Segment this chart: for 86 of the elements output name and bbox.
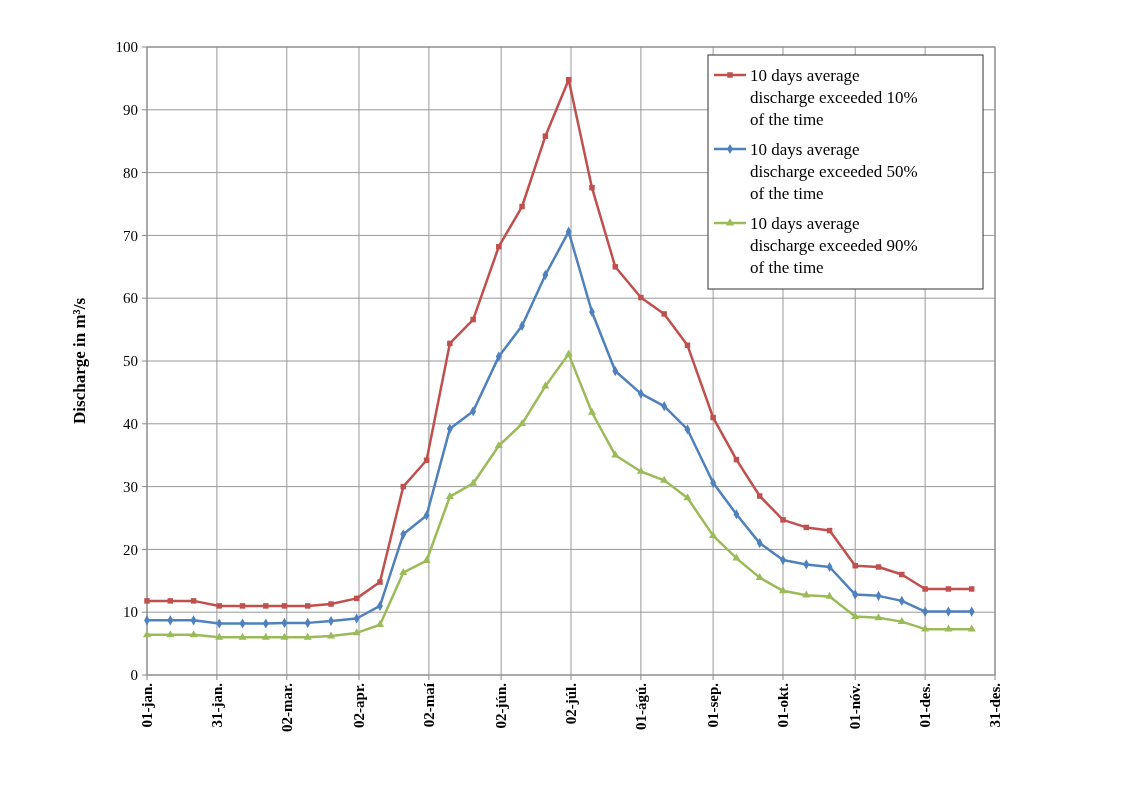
point xyxy=(732,553,741,561)
y-tick-label: 10 xyxy=(123,604,138,621)
legend-label: 10 days average discharge exceeded 50% of the time xyxy=(750,139,918,203)
point xyxy=(899,571,905,578)
point xyxy=(261,632,270,640)
y-axis-title: Discharge in m³/s xyxy=(70,297,89,424)
x-tick-label: 02-júl. xyxy=(563,682,580,725)
point xyxy=(587,407,596,415)
y-tick-label: 40 xyxy=(123,416,138,433)
point xyxy=(780,517,786,523)
point xyxy=(778,586,788,594)
point xyxy=(683,493,692,501)
x-tick-label: 31-des. xyxy=(987,682,1004,728)
point xyxy=(144,598,150,604)
y-tick-label: 90 xyxy=(123,102,138,119)
point xyxy=(280,632,289,640)
point xyxy=(469,478,478,486)
point xyxy=(638,294,644,301)
point xyxy=(802,590,811,598)
point xyxy=(945,586,952,592)
x-tick-label: 02-jún. xyxy=(493,682,510,729)
point xyxy=(142,630,152,638)
point xyxy=(660,475,669,483)
x-tick-label: 01-jan. xyxy=(139,682,156,728)
point xyxy=(825,591,834,599)
point xyxy=(239,603,246,609)
x-tick-label: 31-jan. xyxy=(209,682,226,728)
point xyxy=(542,133,549,139)
point xyxy=(303,632,312,640)
point xyxy=(215,632,224,640)
y-tick-label: 80 xyxy=(123,164,138,181)
point xyxy=(190,598,197,604)
y-tick-label: 100 xyxy=(115,39,138,56)
point xyxy=(756,493,763,499)
x-tick-label: 02-apr. xyxy=(351,682,368,728)
point xyxy=(352,628,361,636)
point xyxy=(755,573,764,580)
point xyxy=(305,603,311,609)
point xyxy=(494,441,503,449)
point xyxy=(238,632,247,640)
point xyxy=(470,316,476,323)
x-tick-label: 01-des. xyxy=(917,682,934,728)
point xyxy=(519,203,525,210)
point xyxy=(612,264,618,270)
point xyxy=(167,598,174,604)
point xyxy=(968,586,975,592)
point xyxy=(281,603,288,609)
y-tick-label: 30 xyxy=(123,478,138,495)
point xyxy=(710,414,716,421)
point xyxy=(922,586,928,592)
legend-label: 10 days average discharge exceeded 10% of the time xyxy=(750,65,918,129)
point xyxy=(189,630,198,638)
point xyxy=(709,530,718,538)
point xyxy=(852,562,858,569)
point xyxy=(496,243,502,250)
point xyxy=(589,184,595,191)
point xyxy=(518,419,527,427)
x-tick-label: 02-maí xyxy=(421,682,438,728)
point xyxy=(874,613,883,621)
x-tick-label: 01-okt. xyxy=(775,682,792,728)
point xyxy=(875,564,882,570)
x-tick-label: 02-mar. xyxy=(279,682,296,733)
point xyxy=(445,492,454,499)
point xyxy=(447,340,453,347)
y-tick-label: 0 xyxy=(130,667,138,684)
point xyxy=(897,616,906,624)
x-tick-label: 01-nóv. xyxy=(847,682,864,730)
point xyxy=(423,457,430,463)
y-tick-label: 70 xyxy=(123,227,138,244)
point xyxy=(851,611,860,619)
y-tick-label: 50 xyxy=(123,353,138,370)
y-tick-label: 60 xyxy=(123,290,138,307)
point xyxy=(263,603,269,609)
legend-label: 10 days average discharge exceeded 90% of the time xyxy=(750,213,918,277)
x-tick-label: 01-sep. xyxy=(705,682,722,728)
point xyxy=(166,630,175,638)
point xyxy=(328,601,334,607)
y-tick-label: 20 xyxy=(123,541,138,558)
point xyxy=(422,556,431,564)
point xyxy=(399,567,408,575)
point xyxy=(611,450,620,458)
point xyxy=(377,579,383,585)
point xyxy=(661,311,667,317)
point xyxy=(216,603,222,609)
point xyxy=(636,466,645,474)
x-tick-label: 01-ágú. xyxy=(633,682,650,731)
